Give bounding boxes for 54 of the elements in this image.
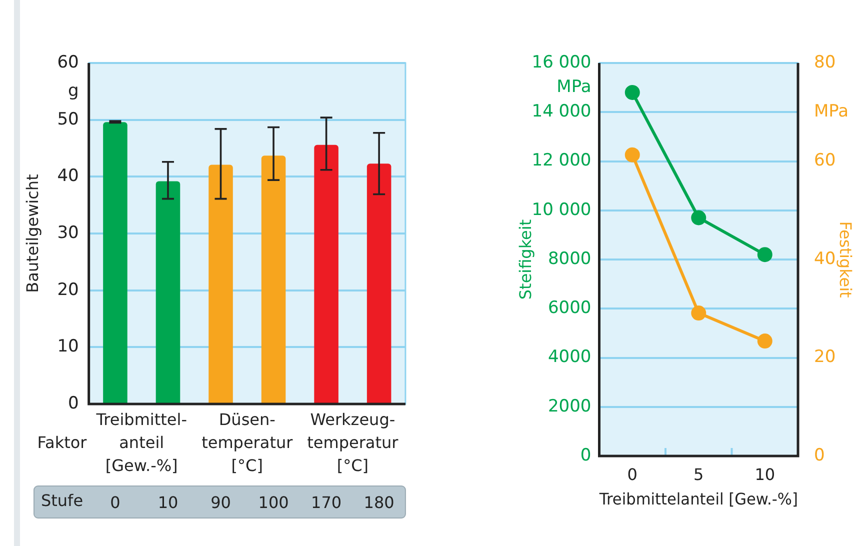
x-tick-label: 180 bbox=[364, 492, 394, 512]
point bbox=[624, 84, 640, 100]
x-tick-label: 0 bbox=[627, 464, 638, 484]
y2-tick-label: MPa bbox=[814, 102, 849, 122]
y-tick-label: 10 000 bbox=[532, 200, 592, 220]
y-tick-label: MPa bbox=[556, 76, 592, 97]
y-tick-label: 4000 bbox=[548, 347, 592, 368]
bar bbox=[366, 164, 392, 403]
x-tick-label: 100 bbox=[258, 492, 289, 512]
x-axis-title: Treibmittelanteil [Gew.-%] bbox=[598, 489, 798, 509]
y-tick-label: 30 bbox=[57, 222, 79, 243]
y-tick-label: 50 bbox=[57, 109, 79, 130]
x-tick-label: 0 bbox=[110, 492, 120, 512]
x-tick-label: 90 bbox=[210, 492, 231, 512]
y2-tick-label: 60 bbox=[814, 150, 836, 171]
y-tick-label: 14 000 bbox=[532, 102, 592, 122]
point bbox=[691, 306, 706, 321]
y-tick-label: 16 000 bbox=[532, 52, 592, 72]
x-tick-label: 5 bbox=[694, 464, 704, 484]
bar bbox=[314, 144, 338, 403]
bar bbox=[103, 122, 128, 403]
y2-tick-label: 80 bbox=[814, 52, 836, 72]
x-tick-label: 10 bbox=[158, 492, 178, 512]
text: Treibmittel- anteil [Gew.-%] bbox=[95, 410, 187, 476]
y-tick-label: 2000 bbox=[548, 396, 592, 416]
y-tick-label: 60 bbox=[57, 52, 79, 72]
bar bbox=[156, 181, 180, 403]
y2-tick-label: 20 bbox=[814, 347, 836, 368]
bar bbox=[208, 164, 233, 403]
y2-axis-title: Festigkeit bbox=[836, 221, 856, 298]
point bbox=[691, 210, 706, 226]
y-tick-label: 0 bbox=[580, 445, 592, 466]
y-tick-label: 8000 bbox=[548, 248, 592, 269]
y-tick-label: g bbox=[68, 80, 79, 101]
bar bbox=[261, 156, 286, 403]
y-tick-label: 40 bbox=[57, 166, 79, 186]
text: Werkzeug- temperatur [°C] bbox=[307, 410, 399, 476]
x-tick-label: 10 bbox=[754, 464, 776, 484]
text: Düsen- temperatur [°C] bbox=[202, 410, 294, 476]
y2-tick-label: 0 bbox=[814, 445, 825, 466]
y-tick-label: 0 bbox=[68, 393, 79, 414]
text: Stufe bbox=[40, 491, 84, 510]
point bbox=[624, 147, 640, 162]
point bbox=[757, 247, 772, 262]
text: Faktor bbox=[37, 433, 88, 452]
y-tick-label: 6000 bbox=[548, 298, 592, 318]
y-tick-label: 12 000 bbox=[532, 150, 592, 171]
y-axis-title: Bauteilgewicht bbox=[22, 174, 42, 293]
x-tick-label: 170 bbox=[311, 492, 342, 512]
y-tick-label: 10 bbox=[57, 336, 79, 357]
y-tick-label: 20 bbox=[57, 280, 79, 300]
y-axis-title: Steifigkeit bbox=[516, 219, 535, 300]
y2-tick-label: 40 bbox=[814, 248, 836, 269]
point bbox=[757, 334, 772, 349]
